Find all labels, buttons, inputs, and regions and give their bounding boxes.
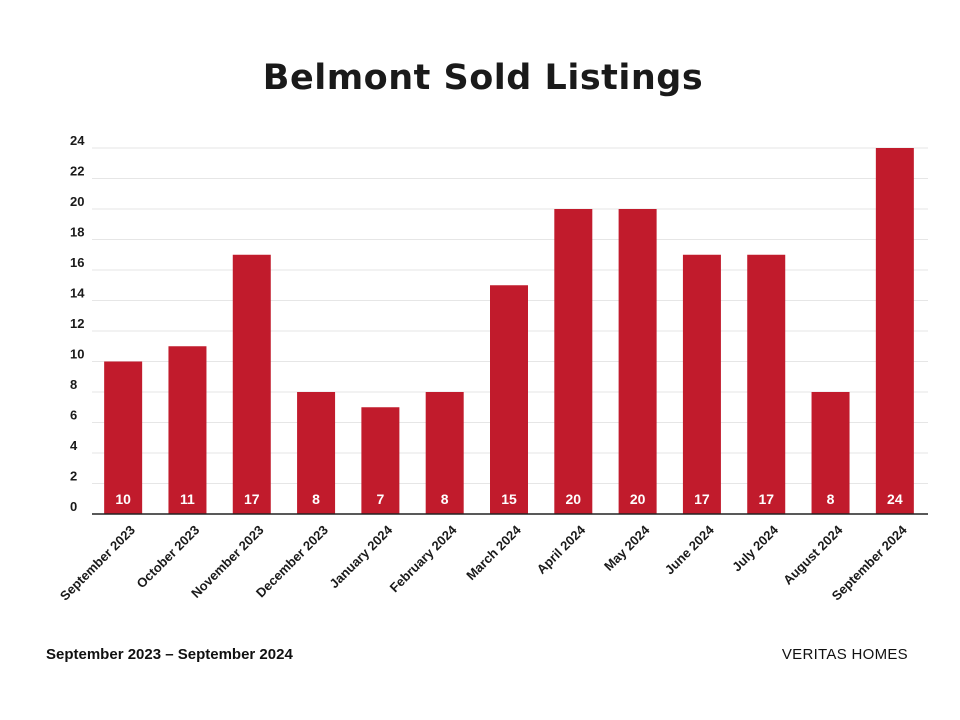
bar <box>682 254 721 514</box>
data-label: 8 <box>312 491 320 507</box>
data-label: 7 <box>376 491 384 507</box>
x-tick-label: July 2024 <box>729 522 782 575</box>
bar <box>618 209 657 514</box>
chart-title: Belmont Sold Listings <box>262 58 704 98</box>
bar <box>168 346 207 514</box>
x-tick-label: October 2023 <box>134 522 203 591</box>
x-tick-label: January 2024 <box>326 522 395 591</box>
y-tick-label: 8 <box>70 377 77 392</box>
x-tick-label: April 2024 <box>534 522 589 577</box>
bar <box>425 392 464 514</box>
date-range-caption: September 2023 – September 2024 <box>46 646 293 663</box>
bar <box>554 209 593 514</box>
x-tick-label: June 2024 <box>662 522 718 578</box>
data-label: 20 <box>566 491 582 507</box>
y-tick-label: 18 <box>70 225 84 240</box>
data-labels: 10 11 17 8 7 8 15 20 20 17 17 8 24 <box>115 491 902 507</box>
y-tick-label: 20 <box>70 194 84 209</box>
data-label: 15 <box>501 491 517 507</box>
y-tick-label: 10 <box>70 347 84 362</box>
bar <box>490 285 528 514</box>
brand-name: VERITAS HOMES <box>781 646 908 663</box>
y-tick-label: 24 <box>70 133 85 148</box>
bars <box>104 148 914 514</box>
data-label: 17 <box>244 491 260 507</box>
y-tick-label: 16 <box>70 255 84 270</box>
bar <box>104 361 143 514</box>
data-label: 8 <box>827 491 835 507</box>
data-label: 20 <box>630 491 646 507</box>
y-tick-label: 0 <box>70 499 77 514</box>
x-tick-label: February 2024 <box>387 522 460 595</box>
y-tick-label: 12 <box>70 316 84 331</box>
bar <box>875 148 914 514</box>
y-tick-label: 2 <box>70 469 77 484</box>
x-tick-label: September 2023 <box>57 522 138 603</box>
x-tick-label: March 2024 <box>463 522 524 583</box>
bar <box>811 392 850 514</box>
x-tick-label: May 2024 <box>601 522 653 574</box>
y-tick-label: 6 <box>70 408 77 423</box>
bar <box>361 407 400 514</box>
data-label: 17 <box>758 491 774 507</box>
y-tick-label: 22 <box>70 164 84 179</box>
y-tick-label: 4 <box>70 438 78 453</box>
data-label: 10 <box>115 491 131 507</box>
data-label: 17 <box>694 491 710 507</box>
data-label: 11 <box>180 491 195 507</box>
data-label: 24 <box>887 491 903 507</box>
bar <box>232 254 271 514</box>
bar <box>297 392 336 514</box>
data-label: 8 <box>441 491 449 507</box>
x-tick-label: August 2024 <box>780 522 846 588</box>
y-tick-label: 14 <box>70 286 85 301</box>
bar <box>747 254 786 514</box>
